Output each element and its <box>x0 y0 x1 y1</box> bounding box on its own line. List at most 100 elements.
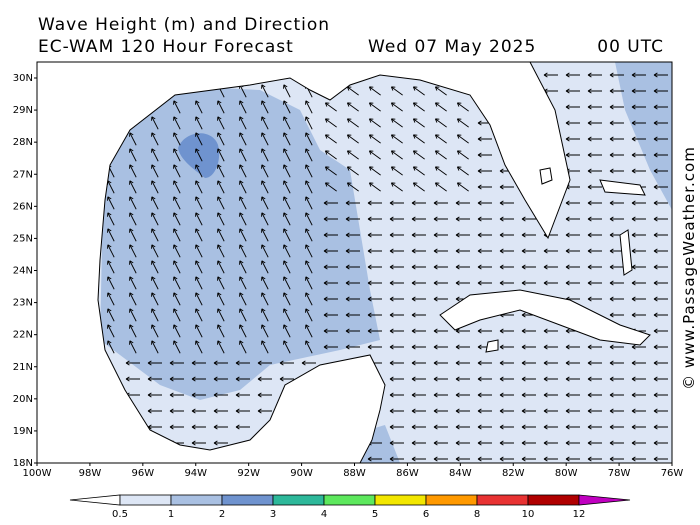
arrow <box>345 344 360 350</box>
arrow <box>543 376 558 382</box>
arrow <box>283 100 291 114</box>
arrow <box>433 280 448 286</box>
arrow <box>521 408 536 414</box>
arrow <box>455 200 470 206</box>
arrow <box>147 408 162 414</box>
arrow <box>455 264 470 270</box>
arrow <box>191 440 206 446</box>
arrow <box>390 118 403 128</box>
arrow <box>433 360 448 366</box>
arrow <box>631 136 646 142</box>
lon-label: 88W <box>343 468 366 479</box>
arrow <box>411 360 426 366</box>
arrow <box>217 164 225 178</box>
arrow <box>191 360 206 366</box>
arrow <box>261 84 269 98</box>
arrow <box>305 148 313 162</box>
arrow <box>129 324 137 338</box>
arrow <box>107 228 115 242</box>
arrow <box>389 424 404 430</box>
arrow <box>565 424 580 430</box>
arrow <box>213 360 228 366</box>
arrow <box>411 200 426 206</box>
arrow <box>346 166 359 176</box>
arrow <box>433 328 448 334</box>
arrow <box>173 292 181 306</box>
arrow <box>433 264 448 270</box>
arrow <box>151 116 159 130</box>
arrow <box>521 392 536 398</box>
arrow <box>653 296 668 302</box>
arrow <box>433 408 448 414</box>
arrow <box>477 264 492 270</box>
arrow <box>521 328 536 334</box>
arrow <box>455 424 470 430</box>
arrow <box>411 296 426 302</box>
arrow <box>433 248 448 254</box>
arrow <box>565 248 580 254</box>
arrow <box>283 212 291 226</box>
colorbar-label: 6 <box>423 509 429 520</box>
arrow <box>565 72 580 78</box>
colorbar-segment <box>170 494 223 506</box>
arrow <box>257 376 272 382</box>
arrow <box>346 182 359 192</box>
arrow <box>173 196 181 210</box>
arrow <box>411 232 426 238</box>
arrow <box>368 86 381 96</box>
arrow <box>565 376 580 382</box>
arrow <box>411 456 426 462</box>
arrow <box>305 212 313 226</box>
arrow <box>217 116 225 130</box>
arrow <box>195 244 203 258</box>
date: Wed 07 May 2025 <box>368 37 536 57</box>
arrow <box>129 132 137 146</box>
arrow <box>261 132 269 146</box>
arrow <box>323 280 338 286</box>
arrow <box>390 166 403 176</box>
arrow <box>455 360 470 366</box>
arrow <box>389 232 404 238</box>
arrow <box>477 408 492 414</box>
arrow <box>587 88 602 94</box>
arrow <box>151 212 159 226</box>
arrow <box>324 102 337 112</box>
arrow <box>390 134 403 144</box>
arrow <box>367 248 382 254</box>
arrow <box>195 292 203 306</box>
arrow <box>129 228 137 242</box>
arrow <box>213 408 228 414</box>
arrow <box>587 296 602 302</box>
arrow <box>169 408 184 414</box>
arrow <box>147 376 162 382</box>
arrow <box>434 150 447 160</box>
arrow <box>151 132 159 146</box>
arrow <box>411 392 426 398</box>
arrow <box>433 376 448 382</box>
arrow <box>609 392 624 398</box>
arrow <box>129 276 137 290</box>
land <box>439 289 651 346</box>
lat-label: 21N <box>13 362 33 373</box>
arrow <box>521 264 536 270</box>
arrow <box>521 232 536 238</box>
arrow <box>412 150 425 160</box>
arrow <box>367 280 382 286</box>
arrow <box>477 392 492 398</box>
watermark: © www.PassageWeather.com <box>680 146 698 390</box>
arrow <box>631 456 646 462</box>
arrow <box>235 424 250 430</box>
lat-label: 26N <box>13 201 33 212</box>
arrow <box>217 308 225 322</box>
arrow <box>499 424 514 430</box>
arrow <box>239 276 247 290</box>
arrow <box>239 244 247 258</box>
arrow <box>283 324 291 338</box>
arrow <box>434 86 447 96</box>
arrow <box>213 440 228 446</box>
arrow <box>587 184 602 190</box>
arrow <box>455 280 470 286</box>
arrow <box>213 376 228 382</box>
arrow <box>261 308 269 322</box>
arrow <box>283 276 291 290</box>
